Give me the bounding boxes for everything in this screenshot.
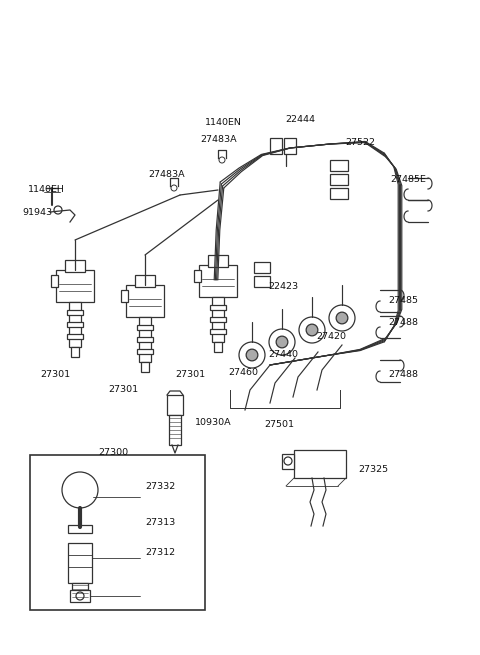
Bar — [212, 297, 224, 342]
Bar — [169, 415, 181, 445]
Circle shape — [171, 185, 177, 191]
Bar — [330, 188, 348, 199]
Circle shape — [239, 342, 265, 368]
Text: 27488: 27488 — [388, 370, 418, 379]
Text: 27485E: 27485E — [390, 175, 426, 184]
Bar — [139, 317, 151, 362]
Circle shape — [269, 329, 295, 355]
Text: 27325: 27325 — [358, 465, 388, 474]
Text: 27460: 27460 — [228, 368, 258, 377]
Text: 27420: 27420 — [316, 332, 346, 341]
Bar — [330, 160, 348, 171]
Circle shape — [54, 206, 62, 214]
Bar — [126, 285, 164, 317]
Text: 27483A: 27483A — [148, 170, 185, 179]
Bar — [67, 334, 83, 339]
Bar — [284, 138, 296, 154]
Bar — [68, 525, 92, 533]
Bar — [69, 302, 81, 347]
Bar — [194, 270, 201, 282]
Bar — [167, 395, 183, 415]
Circle shape — [336, 312, 348, 324]
Bar — [51, 275, 58, 287]
Bar — [72, 583, 88, 601]
Circle shape — [306, 324, 318, 336]
Text: 27313: 27313 — [145, 518, 175, 527]
Text: 91943: 91943 — [22, 208, 52, 217]
Bar — [65, 260, 85, 272]
Bar — [67, 322, 83, 327]
Bar — [214, 342, 222, 352]
Circle shape — [246, 349, 258, 361]
Bar — [208, 255, 228, 267]
Text: 22423: 22423 — [268, 282, 298, 291]
Text: 22444: 22444 — [285, 115, 315, 124]
Bar — [199, 265, 237, 297]
Text: 1140EH: 1140EH — [28, 185, 65, 194]
Text: 27488: 27488 — [388, 318, 418, 327]
Bar — [137, 337, 153, 342]
Bar — [56, 270, 94, 302]
Circle shape — [76, 592, 84, 600]
Text: 27300: 27300 — [98, 448, 128, 457]
Text: 10930A: 10930A — [195, 418, 232, 427]
Bar — [121, 290, 128, 302]
Bar — [71, 347, 79, 357]
Bar — [294, 450, 346, 478]
Bar — [330, 174, 348, 185]
Bar — [70, 590, 90, 602]
Bar — [210, 329, 226, 334]
Circle shape — [284, 457, 292, 465]
Bar — [270, 138, 282, 154]
Text: 27312: 27312 — [145, 548, 175, 557]
Text: 1140EN: 1140EN — [205, 118, 242, 127]
Bar — [137, 325, 153, 330]
Circle shape — [219, 157, 225, 163]
Bar — [254, 262, 270, 273]
Text: 27485: 27485 — [388, 296, 418, 305]
Bar — [68, 543, 92, 583]
Text: 27483A: 27483A — [200, 135, 237, 144]
Bar — [210, 317, 226, 322]
Circle shape — [299, 317, 325, 343]
Bar — [141, 362, 149, 372]
Bar — [30, 455, 205, 610]
Text: 27301: 27301 — [40, 370, 70, 379]
Bar — [137, 349, 153, 354]
Text: 27332: 27332 — [145, 482, 175, 491]
Bar — [282, 454, 294, 469]
Text: 27522: 27522 — [345, 138, 375, 147]
Circle shape — [276, 336, 288, 348]
Circle shape — [62, 472, 98, 508]
Bar — [135, 275, 155, 287]
Circle shape — [329, 305, 355, 331]
Text: 27301: 27301 — [108, 385, 138, 394]
Text: 27440: 27440 — [268, 350, 298, 359]
Text: 27301: 27301 — [175, 370, 205, 379]
Bar — [210, 305, 226, 310]
Bar — [67, 310, 83, 315]
Text: 27501: 27501 — [264, 420, 294, 429]
Bar — [254, 276, 270, 287]
